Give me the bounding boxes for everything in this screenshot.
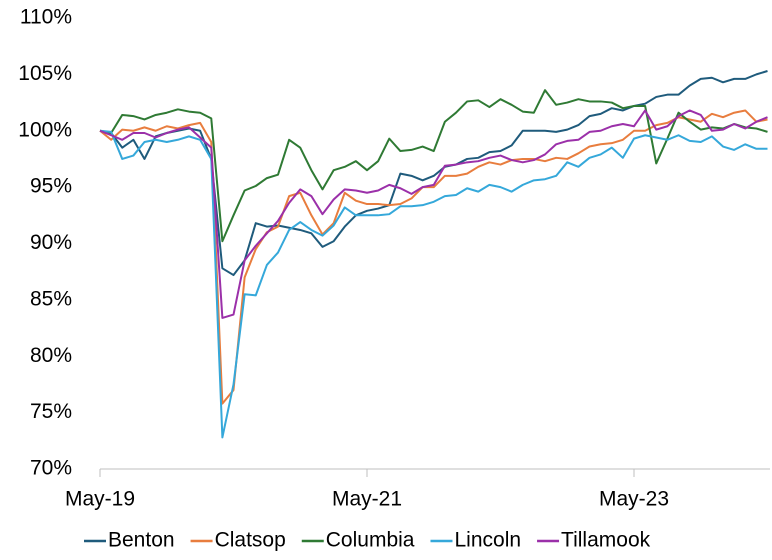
y-tick-label: 110% bbox=[20, 6, 72, 29]
y-tick-label: 95% bbox=[30, 175, 72, 198]
legend-item: Columbia bbox=[301, 529, 415, 552]
x-tick-label: May-19 bbox=[65, 488, 135, 511]
y-tick-label: 100% bbox=[18, 118, 72, 141]
legend-item: Clatsop bbox=[190, 529, 286, 552]
legend-label: Lincoln bbox=[454, 529, 521, 552]
series-line bbox=[99, 70, 768, 277]
y-tick-label: 90% bbox=[30, 231, 72, 254]
x-tick-label: May-23 bbox=[599, 488, 669, 511]
legend-item: Benton bbox=[84, 529, 175, 552]
y-tick-label: 75% bbox=[30, 400, 72, 423]
x-tick-label: May-21 bbox=[332, 488, 402, 511]
legend-item: Tillamook bbox=[537, 529, 651, 552]
y-tick-label: 70% bbox=[30, 457, 72, 480]
y-tick-label: 80% bbox=[30, 344, 72, 367]
legend-label: Clatsop bbox=[215, 529, 286, 552]
series-line bbox=[99, 89, 768, 243]
legend-label: Columbia bbox=[326, 529, 415, 552]
y-tick-label: 85% bbox=[30, 287, 72, 310]
series-line bbox=[99, 109, 768, 319]
legend-label: Benton bbox=[108, 529, 175, 552]
y-tick-label: 105% bbox=[18, 62, 72, 85]
series-line bbox=[99, 109, 768, 405]
legend-label: Tillamook bbox=[561, 529, 651, 552]
legend-item: Lincoln bbox=[430, 529, 521, 552]
